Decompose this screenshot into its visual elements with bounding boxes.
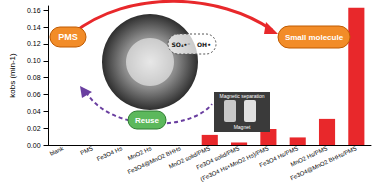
- svg-text:Fe3O4@MnO2 BHHs: Fe3O4@MnO2 BHHs: [127, 145, 182, 175]
- svg-text:Fe3O4 Hs/PMS: Fe3O4 Hs/PMS: [258, 145, 299, 169]
- svg-text:PMS: PMS: [79, 145, 93, 156]
- svg-text:0.16: 0.16: [27, 7, 41, 14]
- svg-text:PMS: PMS: [58, 32, 78, 42]
- svg-text:Magnetic separation: Magnetic separation: [219, 93, 264, 99]
- svg-text:0.06: 0.06: [27, 91, 41, 98]
- svg-text:Small molecule: Small molecule: [285, 33, 344, 42]
- svg-text:SO₄•⁻: SO₄•⁻: [171, 41, 190, 48]
- svg-text:OH•: OH•: [197, 41, 211, 48]
- svg-text:blank: blank: [49, 145, 65, 156]
- svg-text:0.02: 0.02: [27, 125, 41, 132]
- svg-text:MnO2 solid/PMS: MnO2 solid/PMS: [167, 145, 211, 170]
- svg-text:0.04: 0.04: [27, 108, 41, 115]
- svg-text:0.08: 0.08: [27, 74, 41, 81]
- svg-text:Fe3O4 Hs: Fe3O4 Hs: [96, 145, 123, 162]
- svg-text:MnO2 Hs/PMS: MnO2 Hs/PMS: [289, 145, 329, 168]
- svg-text:0.14: 0.14: [27, 24, 41, 31]
- svg-text:Magnet: Magnet: [234, 124, 251, 130]
- svg-text:Fe3O4@MnO2 BHHs/PMS: Fe3O4@MnO2 BHHs/PMS: [289, 145, 357, 181]
- svg-text:(Fe3O4 Hs+MnO2 Hs)/PMS: (Fe3O4 Hs+MnO2 Hs)/PMS: [199, 145, 270, 183]
- svg-text:kobs (min-1): kobs (min-1): [8, 53, 17, 98]
- svg-text:0.12: 0.12: [27, 40, 41, 47]
- svg-text:0.00: 0.00: [27, 142, 41, 149]
- svg-text:MnO2 Hs: MnO2 Hs: [127, 145, 153, 162]
- svg-text:Fe3O4 solid/PMS: Fe3O4 solid/PMS: [195, 145, 241, 171]
- svg-text:Reuse: Reuse: [135, 116, 160, 125]
- svg-text:0.10: 0.10: [27, 57, 41, 64]
